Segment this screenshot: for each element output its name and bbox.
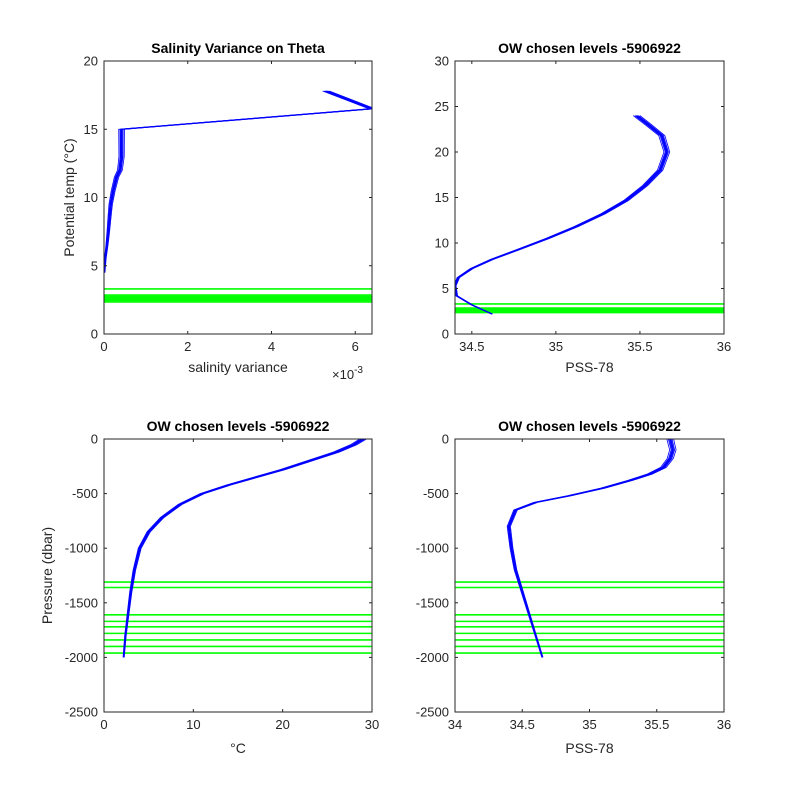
series-line: [104, 90, 372, 273]
plot-area: [104, 439, 372, 658]
exponent-value: -3: [354, 365, 363, 376]
y-tick-label: 10: [435, 236, 449, 251]
y-tick-label: -1500: [416, 595, 449, 610]
y-tick-label: 15: [435, 190, 449, 205]
series-line: [455, 115, 668, 315]
x-tick-label: 35.5: [644, 717, 669, 732]
chart-title: Salinity Variance on Theta: [151, 40, 325, 56]
x-tick-label: 34.5: [510, 717, 535, 732]
series-line: [104, 90, 372, 273]
series-line: [104, 90, 371, 273]
y-axis-label: Pressure (dbar): [39, 527, 55, 624]
y-tick-label: -1000: [65, 541, 98, 556]
x-tick-label: 2: [184, 339, 191, 354]
series-line: [123, 439, 364, 658]
y-tick-label: 10: [84, 190, 98, 205]
x-tick-label: 34.5: [459, 339, 484, 354]
series-line: [509, 439, 676, 658]
x-tick-label: 0: [100, 717, 107, 732]
y-tick-label: -1000: [416, 541, 449, 556]
y-tick-label: -2000: [65, 650, 98, 665]
x-tick-label: 36: [717, 717, 731, 732]
y-tick-label: 25: [435, 99, 449, 114]
x-tick-label: 34: [448, 717, 462, 732]
x-tick-label: 20: [275, 717, 289, 732]
exponent-base: ×10: [332, 367, 354, 382]
series-line: [104, 90, 372, 273]
series-line: [122, 439, 362, 658]
series-line: [123, 439, 363, 658]
plot-area: [455, 115, 724, 315]
x-axis-label: PSS-78: [565, 740, 613, 756]
x-tick-label: 36: [717, 339, 731, 354]
panel-variance: 0 2 4 6 0 5 10 15 20 Salinity Variance on Theta sa…: [61, 40, 373, 382]
series-line: [506, 439, 671, 658]
x-exponent-label: ×10-3: [332, 365, 363, 382]
axes-box: [454, 60, 725, 335]
y-tick-label: 0: [442, 432, 449, 447]
series-line: [104, 90, 370, 273]
y-tick-label: 20: [435, 145, 449, 160]
series-line: [123, 439, 366, 658]
axes-box: [103, 60, 373, 335]
y-tick-label: -500: [72, 486, 98, 501]
series-line: [123, 439, 365, 658]
series-line: [455, 115, 667, 315]
series-line: [455, 115, 669, 315]
series-line: [455, 115, 671, 315]
x-tick-label: 0: [100, 339, 107, 354]
series-line: [123, 439, 367, 658]
x-tick-label: 35: [582, 717, 596, 732]
x-tick-label: 10: [186, 717, 200, 732]
y-tick-label: 0: [91, 432, 98, 447]
y-tick-label: 5: [91, 258, 98, 273]
axes-box: [103, 438, 373, 713]
series-line: [455, 115, 665, 315]
panel-theta_sal: 34.5 35 35.5 36 0 5 10 15 20 25 30 OW chosen levels…: [435, 40, 732, 375]
series-line: [104, 90, 372, 273]
x-tick-label: 4: [268, 339, 275, 354]
y-tick-label: -2500: [416, 705, 449, 720]
x-tick-label: 30: [365, 717, 379, 732]
plot-area: [455, 439, 724, 658]
x-tick-label: 6: [352, 339, 359, 354]
series-line: [507, 439, 673, 658]
y-tick-label: -2500: [65, 705, 98, 720]
y-tick-label: -2000: [416, 650, 449, 665]
y-tick-label: 0: [442, 327, 449, 342]
y-axis-label: Potential temp (°C): [61, 138, 77, 256]
x-tick-label: 35: [549, 339, 563, 354]
series-line: [104, 90, 372, 273]
chart-title: OW chosen levels -5906922: [498, 40, 681, 56]
y-tick-label: 30: [435, 54, 449, 69]
panel-pres_temp: 0 10 20 30 -2500 -2000 -1500 -1000 -500 0 OW chose…: [39, 418, 379, 756]
panel-pres_sal: 34 34.5 35 35.5 36 -2500 -2000 -1500 -1000 -500 0 O…: [416, 418, 731, 756]
series-line: [122, 439, 360, 658]
chart-title: OW chosen levels -5906922: [498, 418, 681, 434]
y-tick-label: 15: [84, 122, 98, 137]
x-axis-label: salinity variance: [188, 359, 288, 375]
y-tick-label: -500: [423, 486, 449, 501]
series-line: [508, 439, 675, 658]
x-axis-label: PSS-78: [565, 359, 613, 375]
x-tick-label: 35.5: [627, 339, 652, 354]
y-tick-label: 20: [84, 54, 98, 69]
y-tick-label: 5: [442, 281, 449, 296]
y-tick-label: 0: [91, 327, 98, 342]
x-axis-label: °C: [230, 740, 246, 756]
y-tick-label: -1500: [65, 595, 98, 610]
axes-box: [454, 438, 725, 713]
chart-title: OW chosen levels -5906922: [147, 418, 330, 434]
plot-area: [104, 90, 372, 303]
series-line: [455, 115, 666, 315]
series-line: [455, 115, 669, 315]
